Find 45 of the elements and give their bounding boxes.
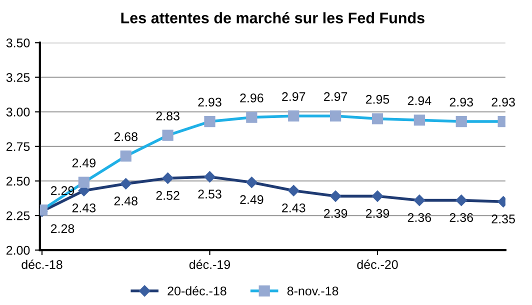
y-tick-label: 2.75 <box>6 142 30 152</box>
data-label: 2.48 <box>114 196 138 206</box>
x-tick-label: déc.-18 <box>22 260 62 270</box>
data-label: 2.49 <box>240 195 264 204</box>
y-tick-label: 3.00 <box>6 108 30 116</box>
data-label: 2.93 <box>198 98 222 107</box>
x-tick-label: déc.-20 <box>357 260 398 270</box>
data-label: 2.97 <box>282 92 306 102</box>
y-tick-label: 3.50 <box>6 38 30 48</box>
point <box>456 194 467 206</box>
point <box>246 176 258 188</box>
data-label: 2.49 <box>72 158 96 168</box>
data-label: 2.93 <box>492 98 515 107</box>
data-label: 2.36 <box>408 213 432 222</box>
y-tick-label: 3.25 <box>6 73 30 82</box>
data-label: 2.36 <box>450 213 473 222</box>
data-label: 2.94 <box>408 96 432 106</box>
chart-title: Les attentes de marché sur les Fed Funds <box>121 12 424 24</box>
point <box>330 190 342 202</box>
data-label: 2.68 <box>114 132 138 142</box>
data-label: 2.53 <box>198 190 222 198</box>
data-label: 2.97 <box>324 92 348 102</box>
point <box>162 172 174 184</box>
y-tick-label: 2.25 <box>6 211 30 220</box>
y-tick-label: 2.50 <box>6 176 30 186</box>
point <box>204 171 216 182</box>
data-label: 2.39 <box>324 209 348 218</box>
data-label: 2.43 <box>72 203 96 212</box>
data-label: 2.35 <box>492 214 515 224</box>
data-label: 2.28 <box>50 224 74 234</box>
x-tick-label: déc.-19 <box>189 260 230 270</box>
legend-label: 8-nov.-18 <box>287 286 338 296</box>
data-label: 2.52 <box>156 191 180 200</box>
point <box>120 178 132 190</box>
data-label: 2.96 <box>240 94 264 102</box>
data-label: 2.95 <box>366 94 390 104</box>
point <box>288 185 300 196</box>
data-label: 2.39 <box>366 209 390 218</box>
data-label: 2.93 <box>450 98 473 107</box>
point <box>414 194 426 206</box>
y-tick-label: 2.00 <box>6 246 30 255</box>
data-label: 2.83 <box>156 112 180 120</box>
point <box>372 190 384 202</box>
data-label: 2.43 <box>282 203 306 212</box>
legend-label: 20-déc.-18 <box>168 286 226 296</box>
